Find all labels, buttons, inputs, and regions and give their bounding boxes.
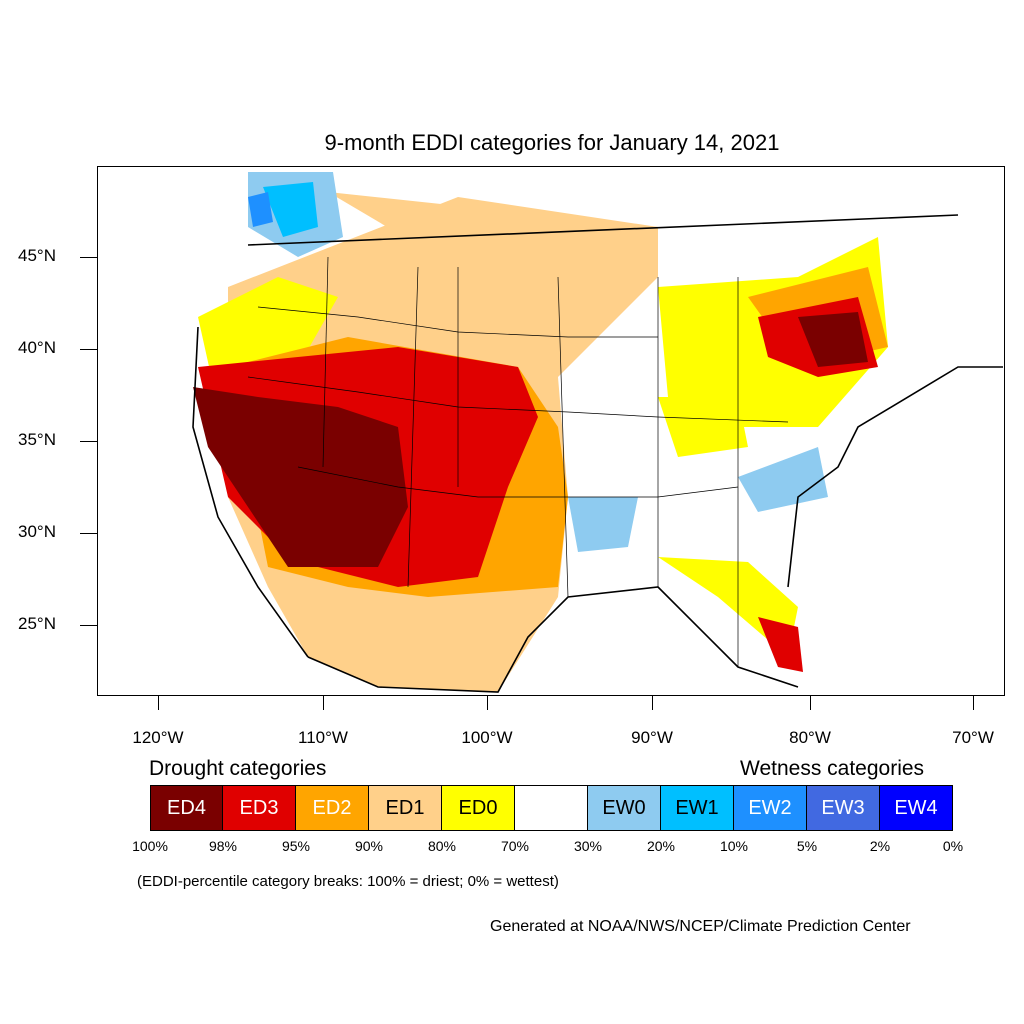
ed4-northeast <box>798 312 868 367</box>
lon-tick-80 <box>810 696 811 710</box>
legend-percentile: 30% <box>573 838 603 854</box>
legend-box-ew0: EW0 <box>588 785 661 831</box>
legend-percentile: 2% <box>869 838 891 854</box>
lat-tick-35 <box>80 441 97 442</box>
legend-percentile: 95% <box>281 838 311 854</box>
legend-box-ew1: EW1 <box>661 785 734 831</box>
ew2-northwest <box>248 192 273 227</box>
legend-box-ed4: ED4 <box>150 785 223 831</box>
eddi-map <box>192 172 1003 693</box>
lon-label-70: 70°W <box>952 728 994 747</box>
legend-percentile: 90% <box>354 838 384 854</box>
legend-percentile: 100% <box>132 838 168 854</box>
lat-label-25: 25°N <box>18 614 56 633</box>
lon-label-100: 100°W <box>461 728 513 747</box>
legend-box-ed3: ED3 <box>223 785 296 831</box>
lon-tick-70 <box>973 696 974 710</box>
ew1-northwest <box>263 182 318 237</box>
wetness-heading: Wetness categories <box>740 757 925 780</box>
lon-label-110: 110°W <box>298 728 348 747</box>
legend-percentile: 80% <box>427 838 457 854</box>
legend-box-ed2: ED2 <box>296 785 369 831</box>
lat-label-30: 30°N <box>18 522 56 541</box>
country-borders <box>192 214 1003 693</box>
state-borders <box>247 256 789 667</box>
lon-tick-110 <box>323 696 324 710</box>
category-note: (EDDI-percentile category breaks: 100% =… <box>137 873 559 890</box>
lon-tick-90 <box>652 696 653 710</box>
legend-percentile: 98% <box>208 838 238 854</box>
legend-percentile: 20% <box>646 838 676 854</box>
lat-tick-45 <box>80 257 97 258</box>
lat-tick-40 <box>80 349 97 350</box>
legend-percentile: 5% <box>796 838 818 854</box>
legend-box-ew4: EW4 <box>880 785 953 831</box>
lat-label-35: 35°N <box>18 430 56 449</box>
credit-text: Generated at NOAA/NWS/NCEP/Climate Predi… <box>490 918 911 935</box>
lat-label-45: 45°N <box>18 246 56 265</box>
legend-percentile: 0% <box>942 838 964 854</box>
map-panel <box>97 166 1005 696</box>
lon-tick-100 <box>487 696 488 710</box>
map-title: 9-month EDDI categories for January 14, … <box>324 130 780 155</box>
legend-box-ew3: EW3 <box>807 785 880 831</box>
lon-tick-120 <box>158 696 159 710</box>
legend-color-bar: ED4 ED3 ED2 ED1 ED0 EW0 EW1 EW2 EW3 EW4 <box>150 785 953 831</box>
lat-tick-25 <box>80 625 97 626</box>
legend-percentile: 10% <box>719 838 749 854</box>
legend-box-ew2: EW2 <box>734 785 807 831</box>
ew-east <box>738 447 828 512</box>
lon-label-90: 90°W <box>631 728 673 747</box>
ed3-florida <box>758 617 803 672</box>
ed0-midwest <box>658 397 748 457</box>
lon-label-80: 80°W <box>789 728 831 747</box>
lat-label-40: 40°N <box>18 338 56 357</box>
lon-label-120: 120°W <box>132 728 184 747</box>
ew-south-central <box>568 497 638 552</box>
legend-box-ed0: ED0 <box>442 785 515 831</box>
drought-heading: Drought categories <box>149 757 327 780</box>
ed4-region <box>193 387 408 567</box>
ed0-gulf <box>658 557 798 657</box>
lat-tick-30 <box>80 533 97 534</box>
legend-box-normal <box>515 785 588 831</box>
legend-percentile: 70% <box>500 838 530 854</box>
legend-box-ed1: ED1 <box>369 785 442 831</box>
